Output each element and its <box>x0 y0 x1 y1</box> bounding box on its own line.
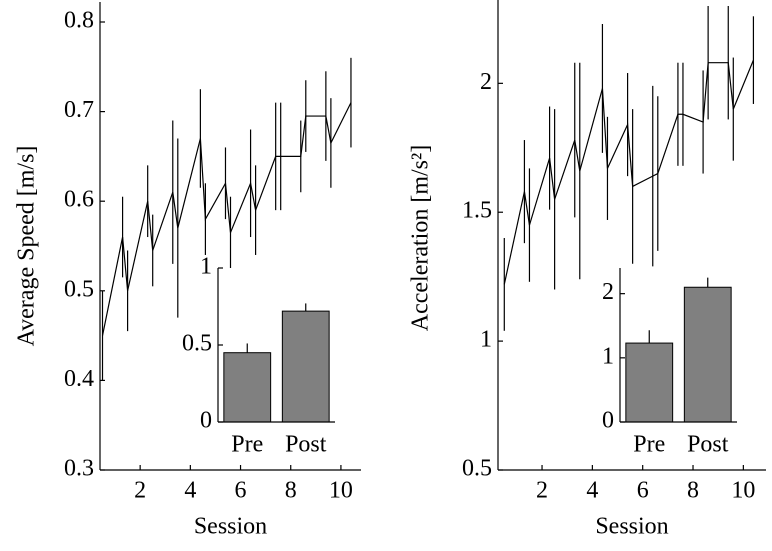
x-axis-label: Session <box>595 514 668 540</box>
y-tick-label: 0.6 <box>64 187 94 213</box>
x-tick-label: 8 <box>687 478 699 504</box>
bar <box>223 352 272 423</box>
y-axis-label: Acceleration [m/s²] <box>408 145 434 331</box>
y-tick-label: 0.5 <box>182 331 212 357</box>
y-tick-label: 0 <box>602 408 614 434</box>
bar <box>625 342 674 423</box>
x-tick-label: Post <box>285 432 327 458</box>
bar <box>683 286 732 423</box>
y-tick-label: 1 <box>200 254 212 280</box>
x-tick-label: 2 <box>536 478 548 504</box>
x-tick-label: Pre <box>633 432 665 458</box>
x-tick-label: 2 <box>134 478 146 504</box>
x-tick-label: 4 <box>586 478 598 504</box>
y-tick-label: 2 <box>480 69 492 95</box>
y-tick-label: 0.5 <box>64 276 94 302</box>
x-tick-label: 6 <box>235 478 247 504</box>
line-series <box>503 59 754 285</box>
bar <box>281 310 330 423</box>
x-tick-label: 10 <box>731 478 755 504</box>
y-tick-label: 0.4 <box>64 366 94 392</box>
x-tick-label: 8 <box>285 478 297 504</box>
y-tick-label: 1 <box>602 343 614 369</box>
y-tick-label: 0.3 <box>64 456 94 482</box>
y-tick-label: 0.5 <box>462 456 492 482</box>
line-series <box>101 102 352 336</box>
x-tick-label: 6 <box>637 478 649 504</box>
x-tick-label: Post <box>687 432 729 458</box>
y-tick-label: 0.7 <box>64 97 94 123</box>
x-tick-label: Pre <box>231 432 263 458</box>
x-tick-label: 10 <box>329 478 353 504</box>
y-tick-label: 2 <box>602 279 614 305</box>
y-tick-label: 1 <box>480 327 492 353</box>
x-tick-label: 4 <box>184 478 196 504</box>
y-axis-label: Average Speed [m/s] <box>14 146 40 347</box>
y-tick-label: 0 <box>200 408 212 434</box>
y-tick-label: 1.5 <box>462 198 492 224</box>
y-tick-label: 0.8 <box>64 8 94 34</box>
x-axis-label: Session <box>194 514 267 540</box>
